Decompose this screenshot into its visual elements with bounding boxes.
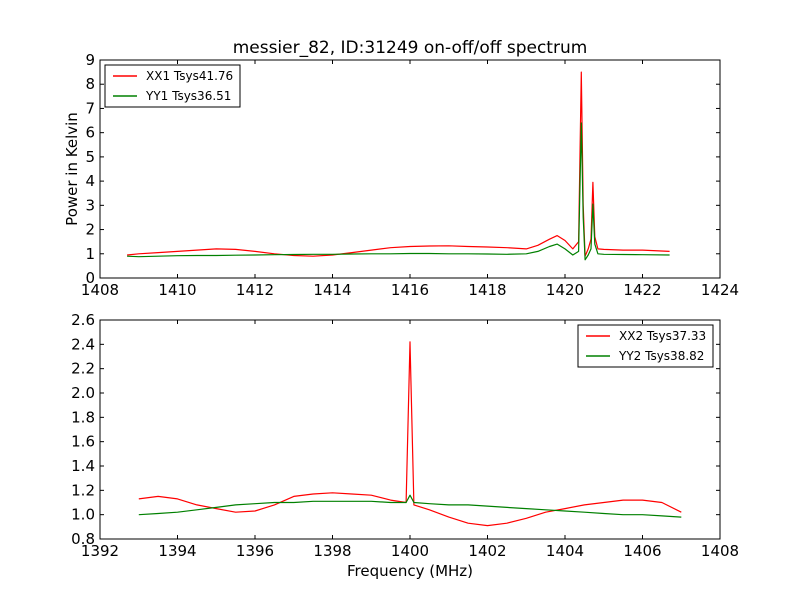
- x-tick-label: 1418: [468, 281, 506, 299]
- y-axis-label: Power in Kelvin: [63, 112, 81, 226]
- y-tick-label: 6: [85, 124, 95, 142]
- legend: XX1 Tsys41.76 YY1 Tsys36.51: [104, 64, 241, 108]
- x-tick-label: 1398: [313, 542, 351, 560]
- y-tick-label: 7: [85, 99, 95, 117]
- chart-title: messier_82, ID:31249 on-off/off spectrum: [233, 38, 588, 58]
- y-tick-label: 1.8: [71, 408, 95, 426]
- legend-box: [104, 64, 241, 108]
- x-tick-label: 1420: [546, 281, 584, 299]
- x-tick-label: 1406: [623, 542, 661, 560]
- series-line-1: [127, 71, 670, 257]
- y-tick-label: 9: [85, 51, 95, 69]
- series-line-1: [138, 341, 682, 527]
- series-line-2: [127, 122, 670, 261]
- legend-box: [577, 324, 714, 368]
- x-tick-label: 1416: [391, 281, 429, 299]
- y-tick-label: 4: [85, 172, 95, 190]
- legend-label: YY2 Tsys38.82: [618, 349, 704, 363]
- legend: XX2 Tsys37.33 YY2 Tsys38.82: [577, 324, 714, 368]
- x-tick-label: 1400: [391, 542, 429, 560]
- legend-label: XX2 Tsys37.33: [619, 329, 706, 343]
- x-axis-label: Frequency (MHz): [347, 562, 473, 580]
- x-tick-label: 1408: [81, 281, 119, 299]
- y-tick-label: 0: [85, 269, 95, 287]
- y-tick-label: 8: [85, 75, 95, 93]
- x-tick-label: 1394: [158, 542, 196, 560]
- y-tick-label: 2.4: [71, 335, 95, 353]
- y-tick-label: 1.2: [71, 481, 95, 499]
- y-tick-label: 1.4: [71, 457, 95, 475]
- legend-label: XX1 Tsys41.76: [146, 69, 233, 83]
- y-tick-label: 2.2: [71, 360, 95, 378]
- y-tick-label: 0.8: [71, 530, 95, 548]
- y-tick-label: 3: [85, 196, 95, 214]
- y-tick-label: 1: [85, 245, 95, 263]
- x-tick-label: 1392: [81, 542, 119, 560]
- x-tick-label: 1408: [701, 542, 739, 560]
- legend-label: YY1 Tsys36.51: [145, 89, 231, 103]
- y-tick-label: 2: [85, 221, 95, 239]
- x-tick-label: 1414: [313, 281, 351, 299]
- y-tick-label: 1.6: [71, 433, 95, 451]
- x-tick-label: 1404: [546, 542, 584, 560]
- x-tick-label: 1396: [236, 542, 274, 560]
- x-tick-label: 1410: [158, 281, 196, 299]
- bottom-spectrum-panel: 1392 1394 1396 1398 1400 1402 1404 1406 1408 0.8 1…: [71, 311, 739, 580]
- y-tick-label: 2.6: [71, 311, 95, 329]
- y-tick-label: 2.0: [71, 384, 95, 402]
- x-tick-label: 1412: [236, 281, 274, 299]
- series-line-2: [138, 494, 682, 518]
- x-tick-label: 1424: [701, 281, 739, 299]
- x-tick-label: 1422: [623, 281, 661, 299]
- y-tick-label: 1.0: [71, 506, 95, 524]
- x-tick-label: 1402: [468, 542, 506, 560]
- top-spectrum-panel: 1408 1410 1412 1414 1416 1418 1420 1422 1424 0 1 2 3…: [63, 38, 739, 299]
- y-tick-label: 5: [85, 148, 95, 166]
